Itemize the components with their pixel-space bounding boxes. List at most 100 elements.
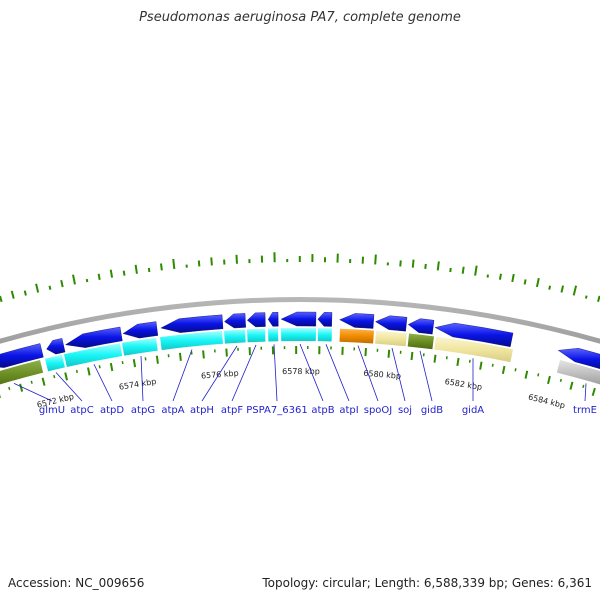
accession-text: Accession: NC_009656 xyxy=(8,576,145,590)
gc-stick xyxy=(461,266,465,274)
gc-stick xyxy=(548,285,552,290)
gc-stick xyxy=(10,290,15,299)
gc-stick xyxy=(535,277,540,288)
scale-tick xyxy=(155,355,159,364)
gene-leader-line xyxy=(231,344,257,402)
gene-label[interactable]: atpB xyxy=(311,405,334,416)
cog-block xyxy=(45,354,65,372)
scale-tick xyxy=(75,369,78,374)
gc-stick xyxy=(498,273,502,280)
scale-tick xyxy=(433,354,437,363)
gene-label[interactable]: gidA xyxy=(462,405,484,416)
scale-tick xyxy=(559,378,562,382)
gc-stick xyxy=(449,267,452,273)
scale-tick xyxy=(121,360,124,365)
gene-label[interactable]: glmU xyxy=(39,405,65,416)
cog-block xyxy=(0,360,44,385)
scale-tick xyxy=(491,363,494,367)
gene-label[interactable]: atpF xyxy=(221,405,243,416)
gene-arrow xyxy=(557,348,600,369)
gc-stick xyxy=(172,258,176,270)
scale-tick xyxy=(501,365,506,375)
gene-leader-line xyxy=(325,344,350,402)
gene-leader-line xyxy=(299,343,324,402)
gene-arrow xyxy=(280,311,317,327)
gene-label[interactable]: atpG xyxy=(131,405,155,416)
gc-stick xyxy=(23,290,27,296)
gene-label[interactable]: gidB xyxy=(421,405,443,416)
gene-label[interactable]: atpD xyxy=(100,405,124,416)
scale-tick xyxy=(537,373,540,377)
gc-stick xyxy=(411,259,415,268)
gene-label[interactable]: atpA xyxy=(161,405,184,416)
gene-arrow xyxy=(375,315,408,332)
cog-block xyxy=(122,337,158,356)
gene-arrow xyxy=(247,312,266,328)
gc-stick xyxy=(210,257,213,266)
gc-stick xyxy=(60,279,64,288)
gene-label[interactable]: atpI xyxy=(339,405,358,416)
gene-leader-line xyxy=(172,349,193,402)
scale-tick xyxy=(456,357,460,367)
cog-block xyxy=(281,328,316,342)
cog-block xyxy=(317,328,332,342)
scale-tick xyxy=(514,368,517,372)
gc-stick xyxy=(109,269,114,278)
gene-label[interactable]: trmE xyxy=(573,405,597,416)
gene-arrow xyxy=(224,313,246,329)
gc-stick xyxy=(511,273,515,283)
gene-arrow xyxy=(339,313,375,329)
gene-leader-line xyxy=(391,347,406,402)
gc-stick xyxy=(399,260,402,267)
gc-stick xyxy=(560,285,565,293)
gene-arrow xyxy=(407,318,435,335)
scale-tick xyxy=(364,348,367,357)
cog-block xyxy=(224,329,246,344)
gc-stick xyxy=(147,267,151,273)
gc-stick xyxy=(374,254,377,265)
gc-stick xyxy=(474,265,478,276)
gene-leader-line xyxy=(419,350,433,402)
gc-stick xyxy=(197,260,201,267)
scale-tick xyxy=(8,386,11,391)
gc-stick xyxy=(134,264,138,274)
gc-stick xyxy=(597,295,600,302)
gene-label[interactable]: atpH xyxy=(190,405,214,416)
gc-stick xyxy=(160,263,163,271)
gene-label[interactable]: spoOJ xyxy=(364,405,393,416)
gc-stick xyxy=(85,278,89,283)
gene-leader-line xyxy=(273,344,278,402)
cog-block xyxy=(339,328,374,344)
scale-label: 6574 kbp xyxy=(118,377,157,392)
scale-tick xyxy=(582,384,585,388)
scale-tick xyxy=(64,372,68,381)
gene-label[interactable]: atpC xyxy=(70,405,93,416)
gene-arrow xyxy=(122,321,159,339)
cog-block xyxy=(434,336,513,363)
gc-stick xyxy=(35,283,40,293)
scale-tick xyxy=(53,374,56,379)
gene-leader-line xyxy=(93,364,113,402)
scale-tick xyxy=(524,370,529,379)
scale-tick xyxy=(547,375,551,385)
gene-arrow xyxy=(267,312,279,327)
scale-tick xyxy=(30,380,33,384)
gene-leader-line xyxy=(55,372,83,402)
gc-stick xyxy=(122,270,126,276)
gc-stick xyxy=(72,274,76,285)
gene-label[interactable]: soj xyxy=(398,405,412,416)
scale-tick xyxy=(19,383,24,392)
scale-tick xyxy=(387,349,391,358)
cog-block xyxy=(375,330,407,347)
cog-block xyxy=(247,328,266,343)
scale-label: 6576 kbp xyxy=(201,369,239,381)
scale-tick xyxy=(202,350,205,359)
gene-label[interactable]: PSPA7_6361 xyxy=(246,405,307,416)
gc-stick xyxy=(572,285,578,296)
gene-arrow xyxy=(317,312,333,327)
scale-tick xyxy=(98,365,101,369)
gene-arrow xyxy=(0,343,44,368)
scale-tick xyxy=(569,381,574,390)
gene-leader-line xyxy=(584,383,587,402)
scale-label: 6580 kbp xyxy=(363,369,401,381)
